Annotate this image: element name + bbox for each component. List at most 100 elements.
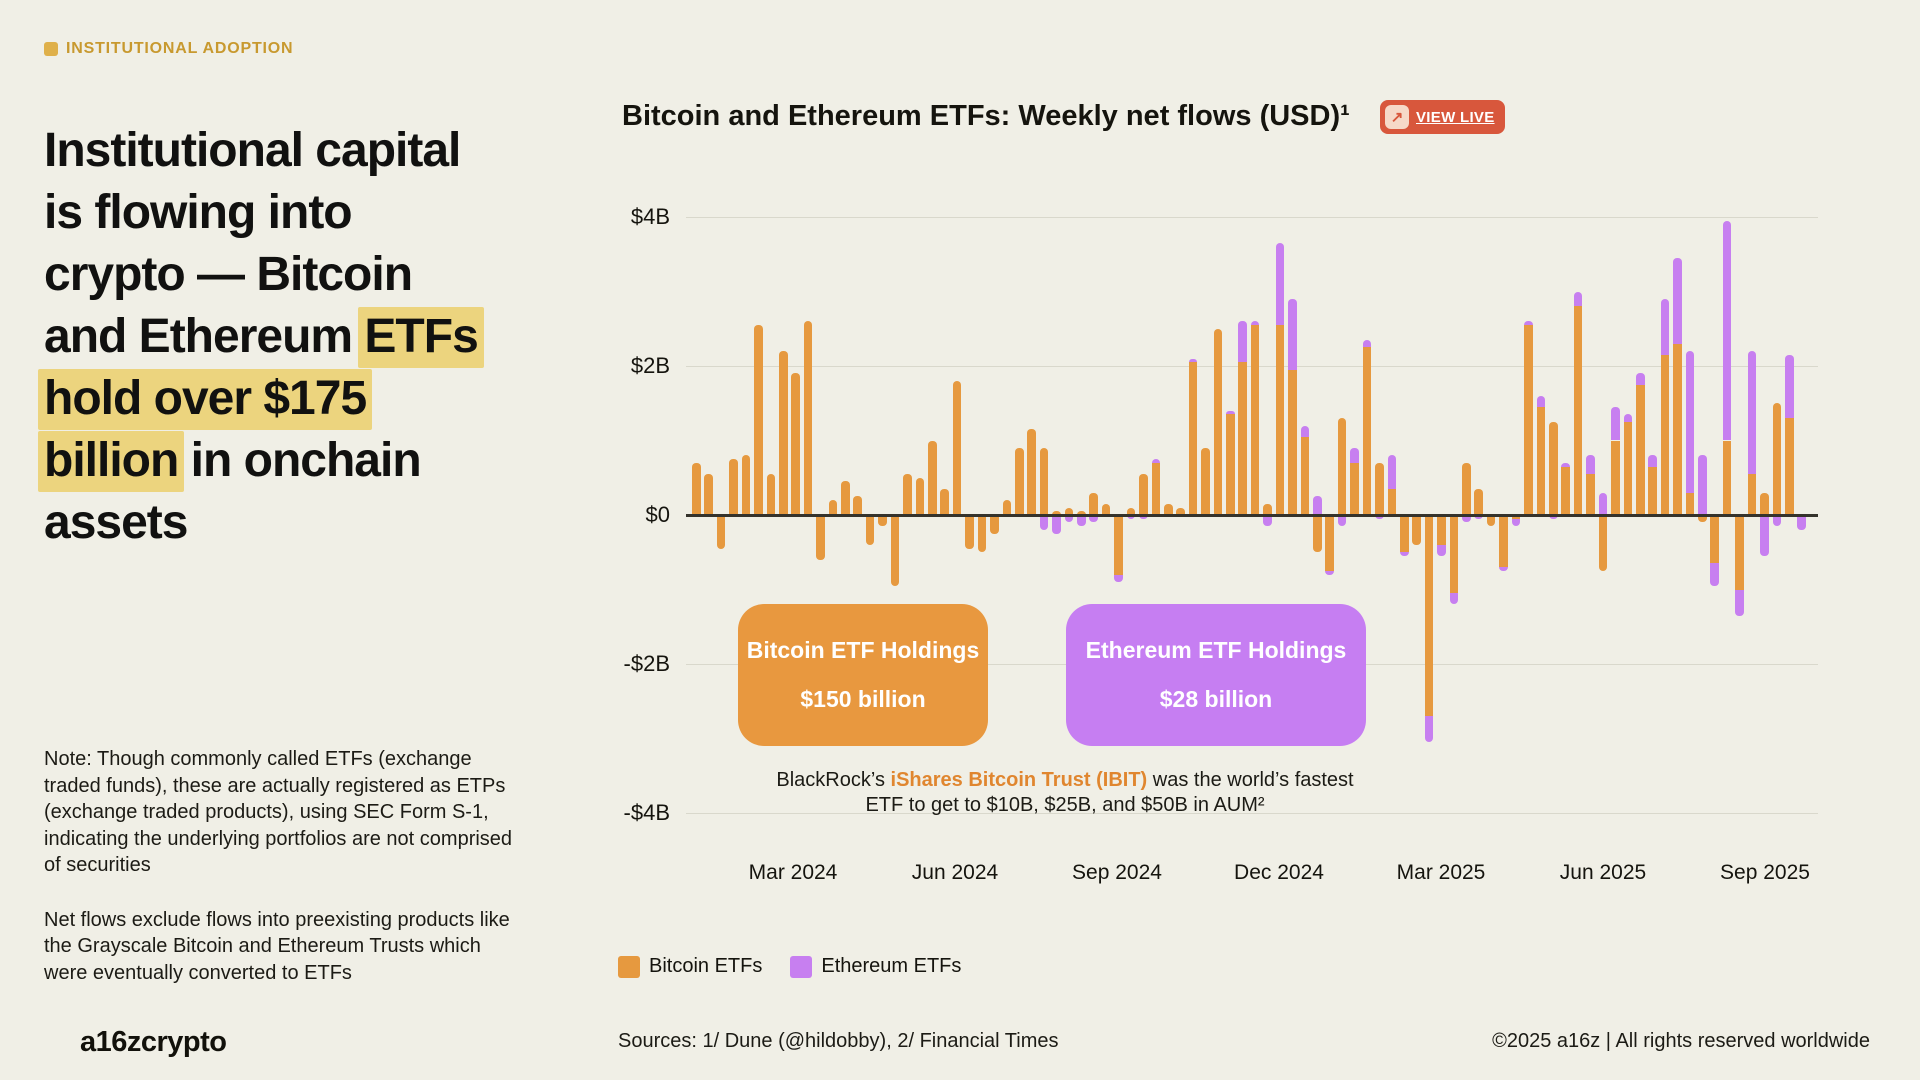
external-link-arrow-icon: ↗ xyxy=(1385,105,1409,129)
bar-segment-eth xyxy=(1052,515,1061,534)
footnote-etp: Note: Though commonly called ETFs (excha… xyxy=(44,748,513,876)
bar-segment-btc xyxy=(927,440,937,515)
bar-segment-eth xyxy=(1536,395,1546,407)
bar-segment-eth xyxy=(1226,410,1235,415)
bar-segment-btc xyxy=(1449,515,1459,594)
bar-segment-btc xyxy=(1362,347,1372,515)
bar-segment-eth xyxy=(1337,515,1347,527)
bar-segment-eth xyxy=(1685,351,1695,493)
bar-segment-btc xyxy=(828,500,838,515)
bar-segment-eth xyxy=(1238,321,1248,363)
headline-text: is flowing into xyxy=(44,186,353,240)
bar-segment-eth xyxy=(1772,515,1782,527)
bar-segment-eth xyxy=(1300,425,1310,437)
annotation-ibit-link: iShares Bitcoin Trust (IBIT) xyxy=(890,769,1148,791)
bar-segment-btc xyxy=(1660,354,1670,515)
ethereum-holdings-title: Ethereum ETF Holdings xyxy=(1085,637,1347,663)
headline-line: and Ethereum ETFs xyxy=(44,306,644,369)
annotation-post: was the world’s fastest ETF to get to $1… xyxy=(865,769,1354,816)
y-axis-tick-label: $4B xyxy=(630,204,670,229)
bar-segment-btc xyxy=(1586,474,1595,515)
bar-segment-btc xyxy=(1561,466,1570,515)
ethereum-holdings-callout: Ethereum ETF Holdings $28 billion xyxy=(1066,604,1366,746)
headline-line: billion in onchain xyxy=(38,430,644,493)
bar-segment-eth xyxy=(1375,515,1384,519)
bar-segment-btc xyxy=(1635,384,1645,515)
bar-segment-btc xyxy=(1698,515,1707,523)
y-axis-tick-label: $0 xyxy=(645,502,670,527)
bar-segment-btc xyxy=(1399,515,1409,553)
bar-segment-eth xyxy=(1313,496,1322,515)
x-axis-tick-label: Mar 2024 xyxy=(748,861,838,884)
bar-segment-btc xyxy=(1250,325,1260,515)
bar-segment-btc xyxy=(803,321,813,515)
bar-segment-eth xyxy=(1114,574,1123,583)
bar-segment-btc xyxy=(1002,500,1012,515)
bar-segment-btc xyxy=(1151,462,1161,515)
headline-text: Institutional capital xyxy=(44,124,461,178)
bar-segment-eth xyxy=(1424,716,1434,743)
bar-segment-btc xyxy=(1052,511,1061,515)
bar-segment-eth xyxy=(1188,358,1198,363)
bitcoin-swatch-icon xyxy=(618,955,640,978)
bar-segment-btc xyxy=(1213,328,1223,515)
headline-line: Institutional capital xyxy=(44,120,644,182)
bar-segment-eth xyxy=(1673,257,1682,344)
bar-segment-eth xyxy=(1573,291,1583,307)
bar-segment-eth xyxy=(1437,544,1446,556)
bar-segment-eth xyxy=(1548,515,1558,519)
bar-segment-eth xyxy=(1611,406,1620,441)
chart-legend: Bitcoin ETFs Ethereum ETFs xyxy=(618,955,961,978)
bar-segment-btc xyxy=(754,325,763,515)
bar-segment-btc xyxy=(1462,462,1471,515)
bar-segment-btc xyxy=(1275,325,1285,515)
bar-segment-btc xyxy=(1188,362,1198,515)
headline-text: assets xyxy=(44,496,188,550)
bar-segment-btc xyxy=(965,515,974,549)
bar-segment-btc xyxy=(1313,515,1322,553)
bar-segment-btc xyxy=(1772,403,1782,515)
bar-segment-btc xyxy=(1486,515,1496,527)
bar-segment-btc xyxy=(791,373,800,515)
ethereum-holdings-value: $28 billion xyxy=(1159,686,1273,712)
x-axis-tick-label: Dec 2024 xyxy=(1234,861,1324,884)
bar-segment-btc xyxy=(952,380,962,515)
bar-segment-btc xyxy=(1760,492,1769,515)
bar-segment-btc xyxy=(1176,507,1185,515)
x-axis-tick-label: Jun 2024 xyxy=(911,861,999,884)
bar-segment-eth xyxy=(1698,455,1707,515)
bar-segment-eth xyxy=(1797,515,1806,530)
view-live-button[interactable]: ↗ VIEW LIVE xyxy=(1380,100,1505,134)
bar-segment-btc xyxy=(704,474,713,515)
bar-segment-btc xyxy=(1238,362,1248,515)
bar-segment-btc xyxy=(865,515,875,545)
bar-segment-btc xyxy=(1623,421,1633,515)
legend-item-ethereum: Ethereum ETFs xyxy=(790,955,961,978)
bar-segment-btc xyxy=(841,481,850,515)
bar-segment-eth xyxy=(1077,515,1086,527)
bar-segment-btc xyxy=(1375,462,1384,515)
bar-segment-btc xyxy=(1735,515,1744,590)
bar-segment-eth xyxy=(1648,455,1657,467)
headline-line: is flowing into xyxy=(44,182,644,244)
bar-segment-eth xyxy=(1350,447,1359,463)
bar-segment-btc xyxy=(1747,474,1757,515)
bar-segment-eth xyxy=(1325,570,1334,575)
headline-line: assets xyxy=(44,492,644,554)
view-live-label: VIEW LIVE xyxy=(1416,108,1495,126)
y-axis-tick-label: $2B xyxy=(630,353,670,378)
bar-segment-eth xyxy=(1449,593,1459,605)
bar-segment-btc xyxy=(1064,507,1074,515)
bar-segment-eth xyxy=(1561,462,1570,467)
bar-segment-btc xyxy=(1598,515,1608,571)
bar-segment-eth xyxy=(1362,339,1372,348)
sources-text: Sources: 1/ Dune (@hildobby), 2/ Financi… xyxy=(618,1030,1059,1052)
bar-segment-btc xyxy=(1611,440,1620,515)
headline-highlight: billion xyxy=(38,431,185,493)
bar-segment-eth xyxy=(1499,567,1508,571)
x-axis-tick-label: Sep 2025 xyxy=(1720,861,1810,884)
bitcoin-holdings-value: $150 billion xyxy=(800,686,926,712)
bar-segment-btc xyxy=(1126,507,1136,515)
bar-segment-btc xyxy=(1548,421,1558,515)
legend-label-bitcoin: Bitcoin ETFs xyxy=(649,955,763,977)
